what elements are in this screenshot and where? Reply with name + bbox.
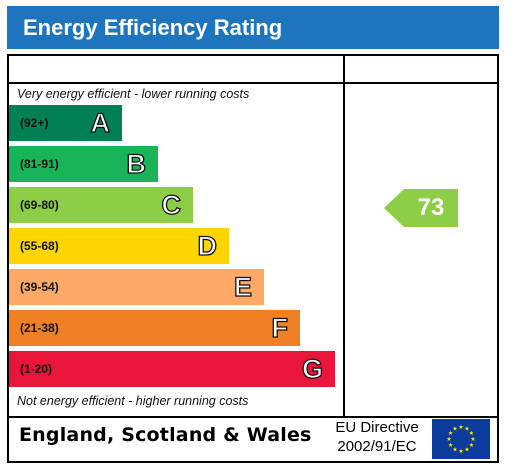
eu-star: [446, 436, 452, 441]
band-letter: D: [197, 230, 218, 261]
current-rating-arrow: 73: [384, 189, 458, 227]
band-range-label: (81-91): [20, 157, 59, 171]
eu-flag-icon: [432, 419, 490, 459]
current-rating-value: 73: [417, 194, 445, 221]
band-letter: C: [161, 189, 182, 220]
directive-line-1: EU Directive: [335, 419, 419, 436]
eu-star: [452, 426, 458, 431]
country-label: England, Scotland & Wales: [19, 424, 312, 446]
eu-directive: EU Directive 2002/91/EC: [326, 418, 428, 456]
bottom-caption: Not energy efficient - higher running co…: [17, 394, 249, 408]
band-letter: E: [233, 271, 252, 302]
rating-band-e: (39-54) E: [9, 269, 264, 305]
band-range-label: (1-20): [20, 362, 53, 376]
rating-table: [7, 54, 499, 463]
band-range-label: (39-54): [20, 280, 59, 294]
eu-star: [458, 424, 464, 429]
band-range-label: (92+): [20, 116, 49, 130]
rating-band-b: (81-91) B: [9, 146, 158, 182]
eu-star: [458, 448, 464, 453]
eu-star: [448, 430, 453, 435]
eu-star: [452, 446, 458, 452]
eu-star: [464, 426, 470, 431]
band-letter: G: [301, 353, 323, 384]
band-letter: A: [90, 107, 111, 138]
band-letter: F: [271, 312, 289, 343]
chart-title: Energy Efficiency Rating: [7, 6, 499, 49]
band-range-label: (21-38): [20, 321, 59, 335]
eu-star: [448, 442, 453, 447]
arrow-shape: [384, 189, 458, 227]
eu-star: [470, 436, 476, 441]
header-divider: [9, 82, 497, 84]
footer-divider: [9, 416, 497, 418]
column-divider: [343, 56, 345, 418]
band-letter: B: [126, 148, 147, 179]
rating-band-c: (69-80) C: [9, 187, 193, 223]
top-caption: Very energy efficient - lower running co…: [17, 87, 250, 101]
band-range-label: (55-68): [20, 239, 59, 253]
rating-band-a: (92+) A: [9, 105, 122, 141]
directive-line-2: 2002/91/EC: [337, 438, 417, 455]
band-range-label: (69-80): [20, 198, 59, 212]
eu-star: [464, 446, 470, 452]
eu-star: [469, 442, 474, 447]
eu-star: [469, 430, 474, 435]
rating-band-d: (55-68) D: [9, 228, 229, 264]
rating-band-g: (1-20) G: [9, 351, 335, 387]
rating-band-f: (21-38) F: [9, 310, 300, 346]
